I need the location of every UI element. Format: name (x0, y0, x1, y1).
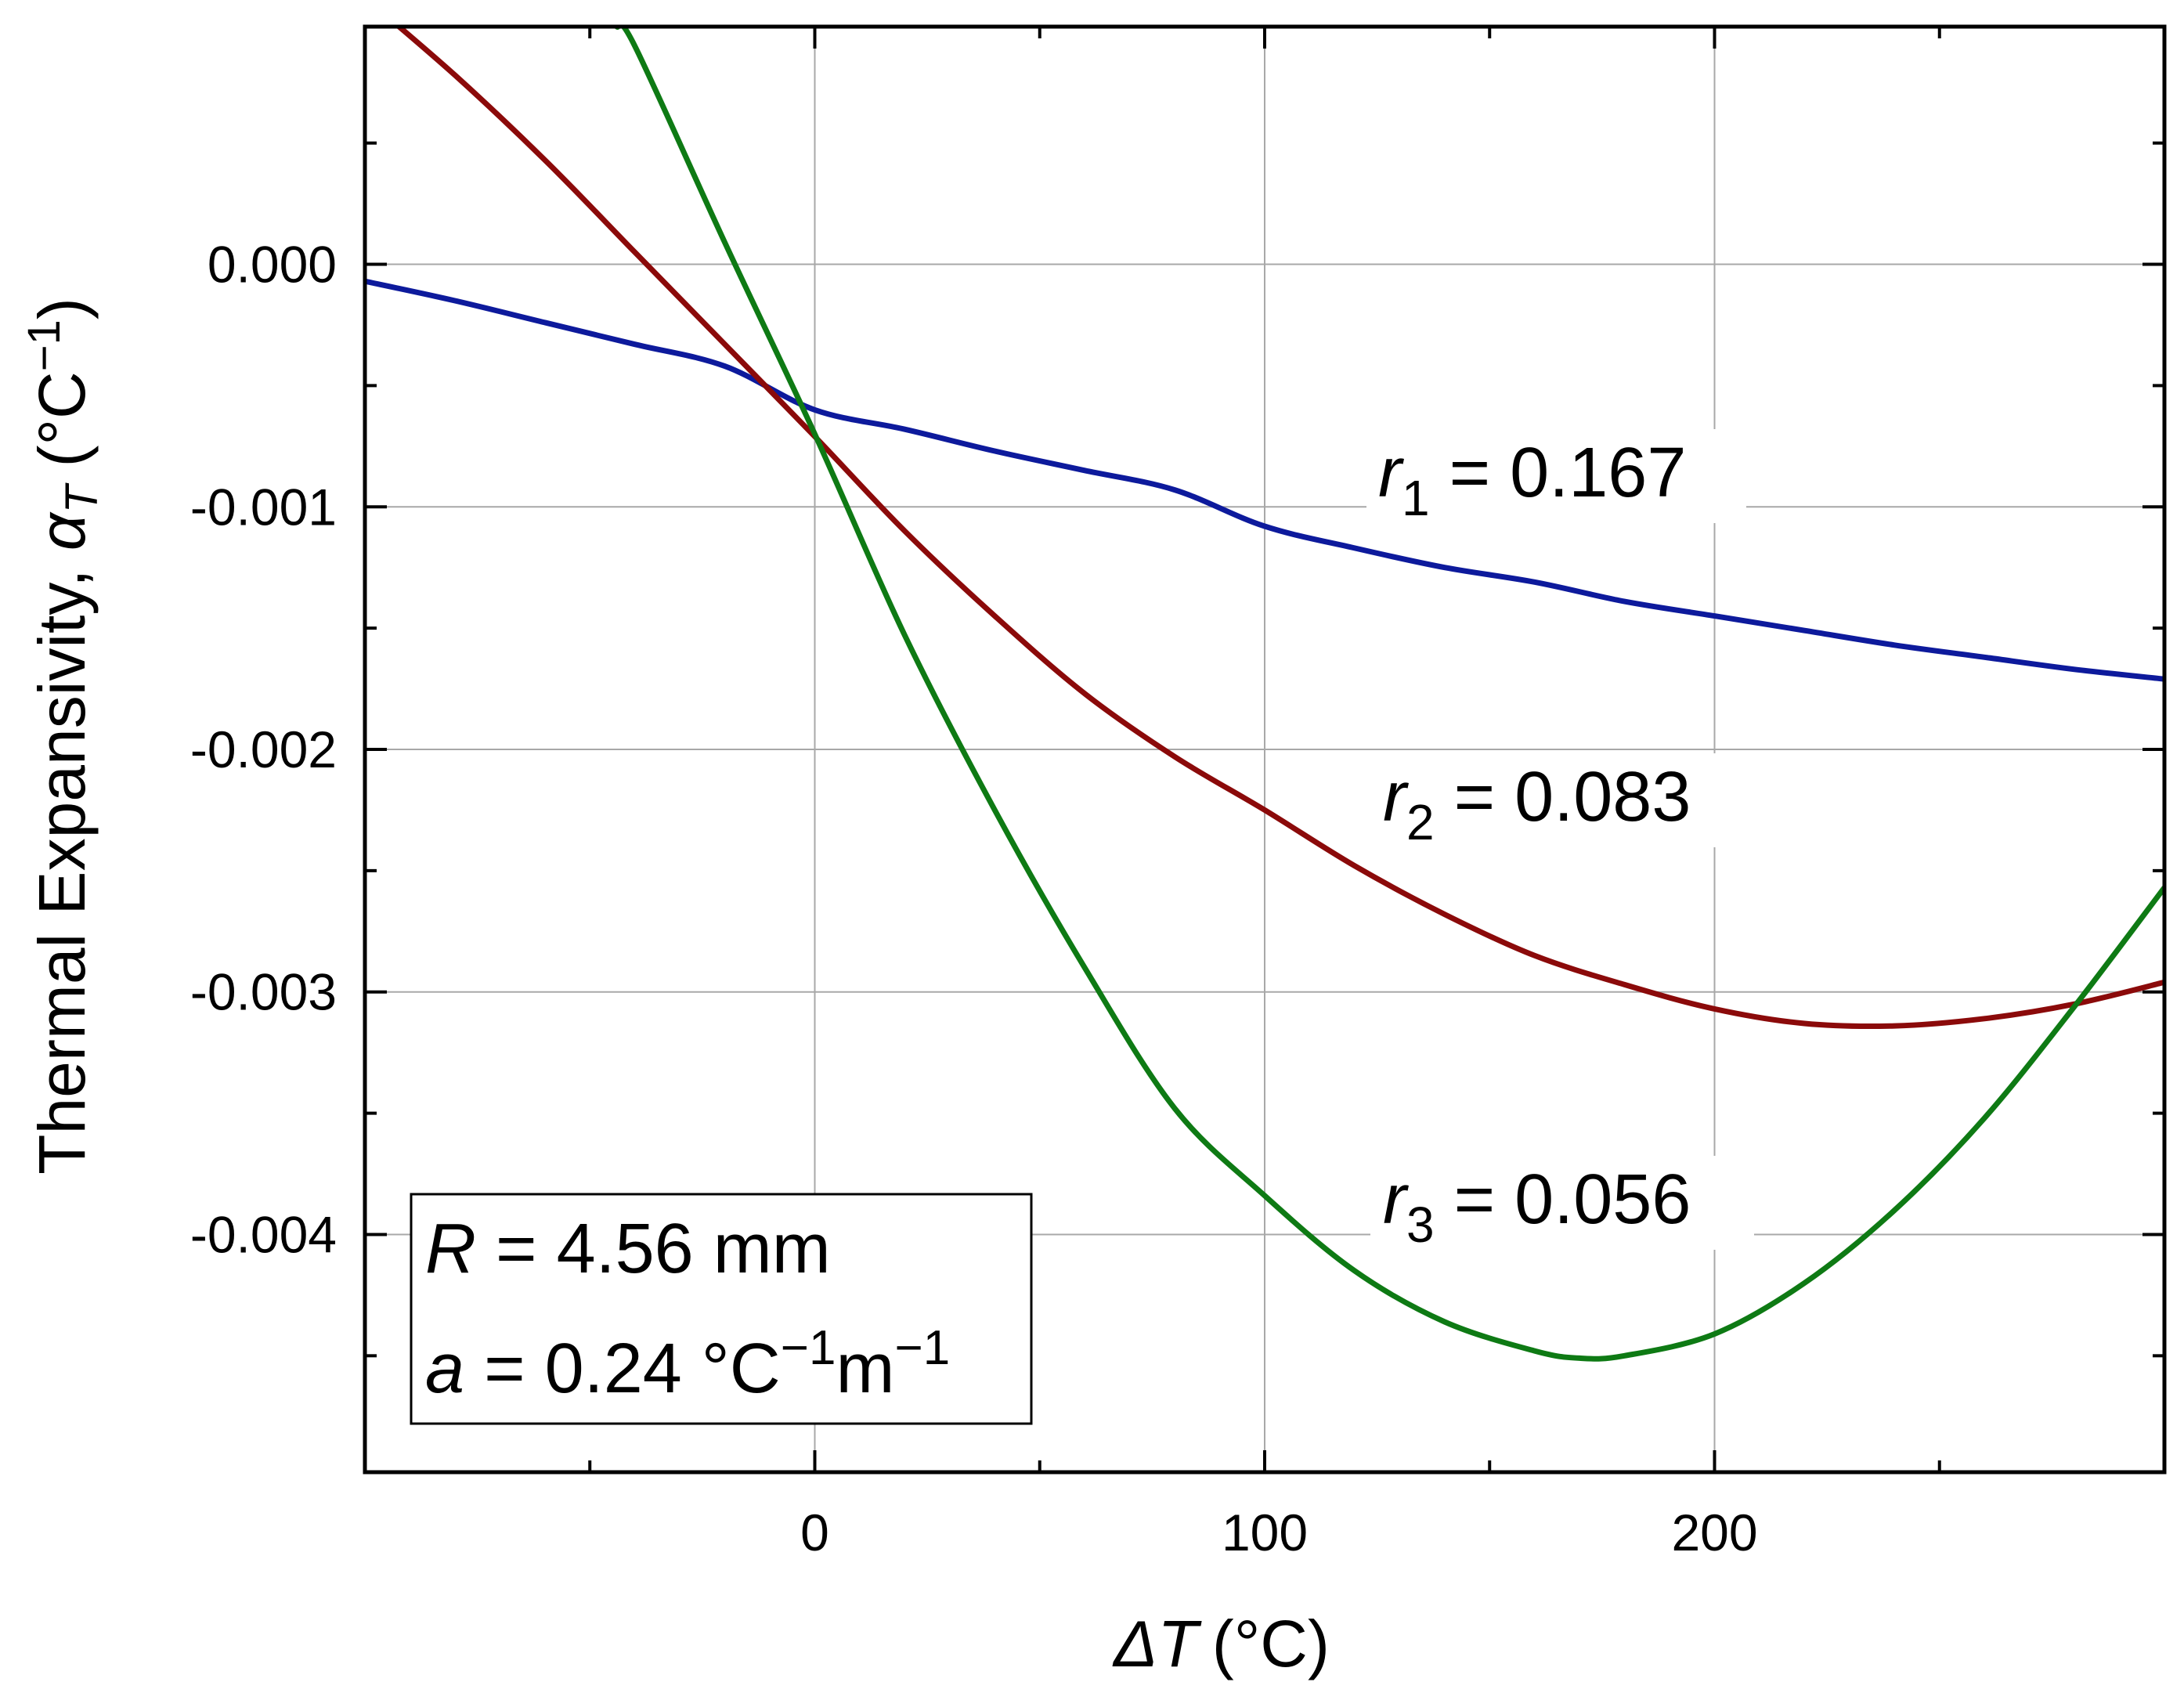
x-tick-label: 100 (1222, 1503, 1308, 1561)
parameter-radius-symbol: R (425, 1210, 476, 1288)
data-curves (365, 27, 2164, 1362)
y-axis-unit-open: (°C (25, 371, 99, 486)
x-tick-label: 200 (1671, 1503, 1757, 1561)
curve-label-r2-text: r2 = 0.083 (1383, 758, 1691, 850)
y-tick-label: -0.001 (190, 478, 337, 536)
x-tick-label: 0 (800, 1503, 829, 1561)
y-axis-text: Thermal Expansivity, (25, 550, 99, 1175)
y-tick-label: -0.004 (190, 1205, 337, 1263)
curve-label-r3-value: = 0.056 (1435, 1161, 1691, 1239)
parameter-a-symbol: a (425, 1330, 464, 1408)
series-line-r2 (395, 27, 2164, 1030)
parameter-radius: R = 4.56 mm (425, 1210, 831, 1288)
curve-label-r1-background (1366, 429, 1746, 523)
curve-label-r1-subscript: 1 (1402, 470, 1430, 526)
x-axis-label: ΔT (°C) (1112, 1607, 1330, 1680)
y-axis-unit-close: ) (25, 298, 99, 319)
parameter-radius-value: = 4.56 mm (476, 1210, 831, 1288)
curve-label-r2-value: = 0.083 (1435, 758, 1691, 836)
series-line-r1 (365, 278, 2164, 682)
y-axis-symbol: α (25, 511, 99, 550)
curve-label-r2-background (1370, 753, 1750, 847)
curve-label-r2: r2 = 0.083 (1370, 753, 1750, 850)
y-axis-subscript: T (56, 482, 107, 513)
y-tick-label: -0.002 (190, 720, 337, 778)
curve-label-r1: r1 = 0.167 (1366, 429, 1746, 526)
parameter-a: a = 0.24 °C−1m−1 (425, 1321, 950, 1408)
curve-label-r1-symbol: r (1378, 434, 1404, 512)
parameter-a-exponent-1: −1 (781, 1321, 836, 1375)
parameter-a-unit: m (836, 1330, 895, 1408)
curve-label-r3-background (1370, 1156, 1754, 1250)
y-tick-label: 0.000 (208, 236, 337, 294)
x-tick-labels: 0 100 200 (800, 1503, 1757, 1561)
parameter-a-exponent-2: −1 (894, 1321, 950, 1375)
parameter-box-frame (410, 1193, 1033, 1425)
parameter-a-value: = 0.24 °C (464, 1330, 781, 1408)
y-axis-label: Thermal Expansivity, αT (°C−1) (19, 298, 107, 1175)
curve-label-r3-symbol: r (1383, 1161, 1409, 1239)
y-tick-labels: 0.000 -0.001 -0.002 -0.003 -0.004 (190, 236, 337, 1264)
series-line-r3 (615, 27, 2164, 1362)
y-axis-unit-exponent: −1 (19, 319, 70, 371)
curve-label-r2-symbol: r (1383, 758, 1409, 836)
curve-label-r3-subscript: 3 (1406, 1197, 1435, 1253)
axis-ticks (365, 27, 2164, 1472)
y-tick-label: -0.003 (190, 963, 337, 1021)
curve-label-r1-text: r1 = 0.167 (1378, 434, 1686, 526)
curve-label-r1-value: = 0.167 (1430, 434, 1687, 512)
curve-label-r2-subscript: 2 (1406, 794, 1435, 850)
x-axis-unit: (°C) (1212, 1607, 1330, 1680)
curve-label-r3: r3 = 0.056 (1370, 1156, 1754, 1253)
parameter-box: R = 4.56 mm a = 0.24 °C−1m−1 (410, 1193, 1033, 1425)
x-axis-symbol: ΔT (1112, 1607, 1202, 1680)
curve-label-r3-text: r3 = 0.056 (1383, 1161, 1691, 1253)
